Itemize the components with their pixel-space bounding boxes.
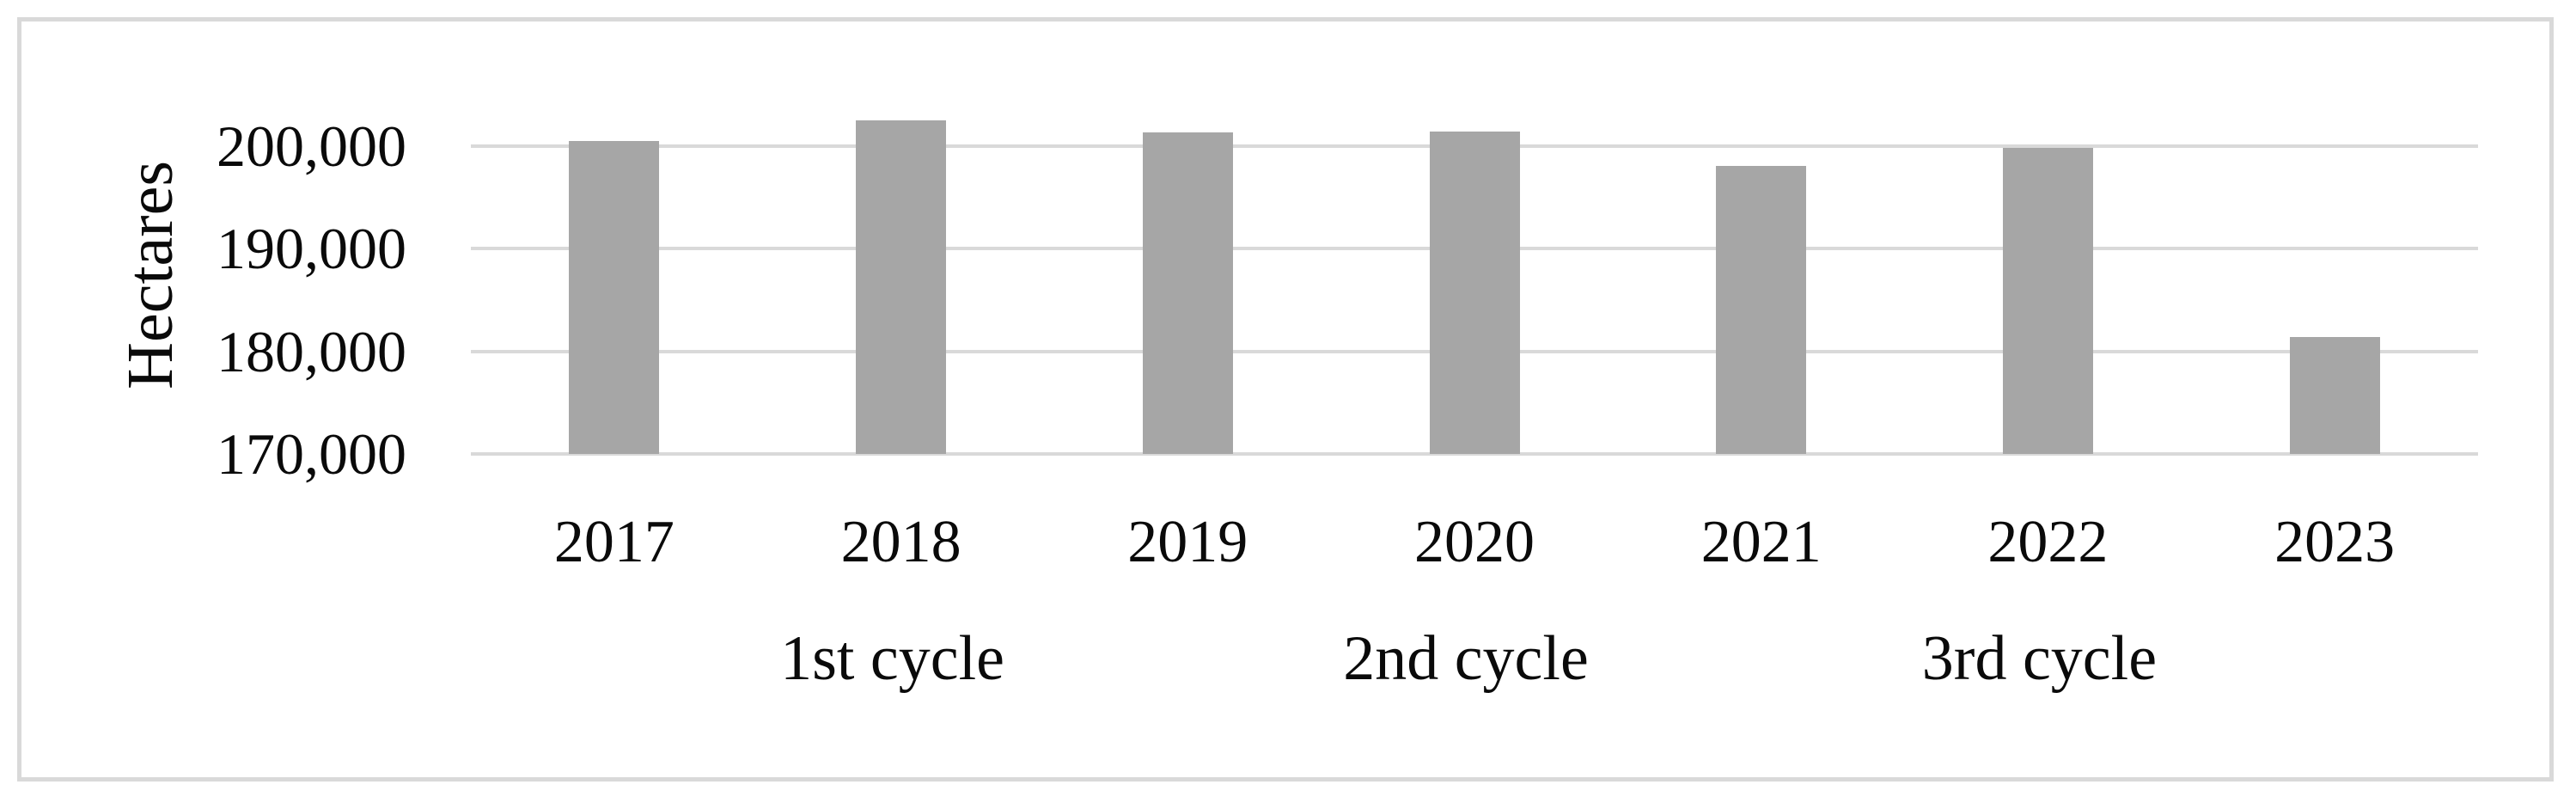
bar-2022 [2002,148,2093,454]
x-tick-label-2022: 2022 [1987,509,2109,575]
x-tick-label-2021: 2021 [1700,509,1822,575]
bar-2017 [569,141,660,454]
y-tick-label-190000: 190,000 [217,216,406,282]
x-tick-label-2017: 2017 [553,509,675,575]
bar-2021 [1716,165,1807,454]
y-tick-label-200000: 200,000 [217,113,406,179]
bar-2023 [2289,336,2380,454]
bar-2019 [1142,132,1233,454]
gridline-170000 [471,452,2478,456]
x-tick-label-2020: 2020 [1414,509,1535,575]
cycle-label-2: 2nd cycle [1343,623,1589,694]
y-tick-label-180000: 180,000 [217,318,406,384]
cycle-label-1: 1st cycle [780,623,1005,694]
y-tick-label-170000: 170,000 [217,421,406,487]
x-tick-label-2023: 2023 [2274,509,2396,575]
bar-2020 [1429,132,1520,454]
x-tick-label-2018: 2018 [840,509,961,575]
bar-2018 [856,120,947,454]
x-tick-label-2019: 2019 [1127,509,1248,575]
cycle-label-3: 3rd cycle [1921,623,2158,694]
